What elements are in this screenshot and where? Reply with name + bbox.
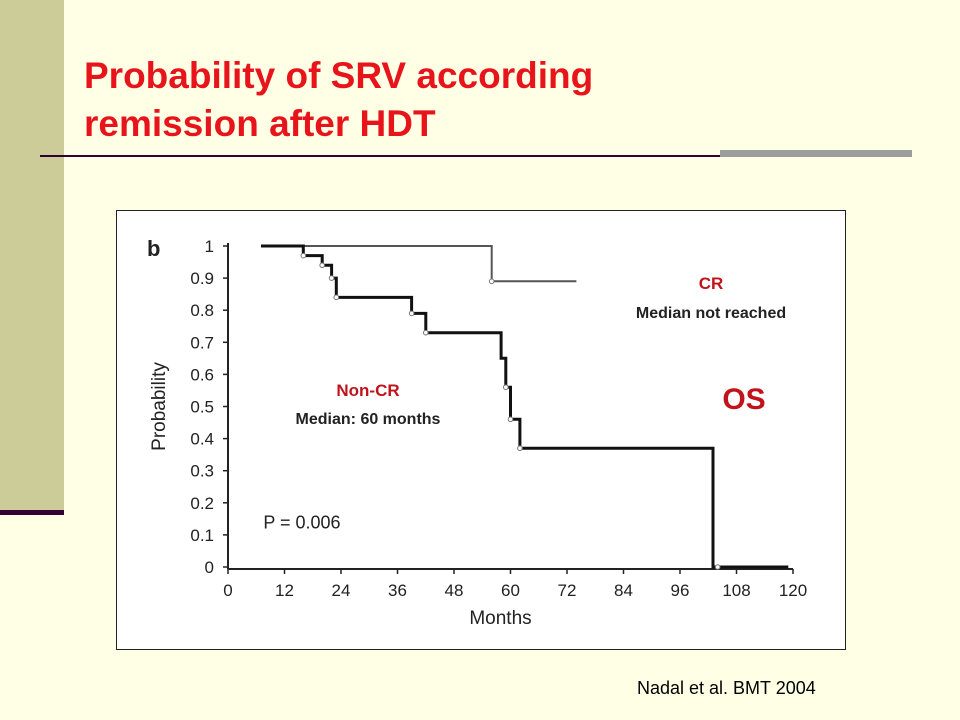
x-tick-label: 60 (501, 581, 520, 600)
censor-mark (408, 310, 415, 317)
title-line-2: remission after HDT (84, 103, 436, 144)
x-axis-label: Months (469, 608, 531, 629)
y-tick-label: 0 (205, 558, 214, 577)
y-tick-label: 0.8 (190, 301, 214, 320)
chart-figure: b Probability Months P = 0.006 CR Median… (116, 210, 846, 650)
noncr-median-label: Median: 60 months (296, 411, 441, 428)
survival-chart: b Probability Months P = 0.006 CR Median… (147, 236, 807, 629)
cr-survival-curve (261, 245, 577, 283)
censor-mark (517, 445, 523, 452)
x-tick-label: 108 (722, 581, 750, 600)
y-tick-label: 0.4 (190, 430, 214, 449)
x-tick-label: 0 (223, 581, 232, 600)
title-underline-accent (720, 150, 912, 157)
y-axis-label: Probability (149, 362, 170, 451)
x-tick-label: 12 (275, 581, 294, 600)
y-tick-label: 1 (205, 237, 214, 256)
x-tick-label: 84 (614, 581, 633, 600)
censor-mark (507, 416, 514, 423)
censor-mark (714, 564, 721, 570)
x-tick-label: 96 (671, 581, 690, 600)
cr-median-label: Median not reached (636, 305, 786, 322)
censor-mark (319, 262, 325, 269)
censor-mark (502, 384, 509, 391)
y-tick-label: 0.7 (190, 333, 214, 352)
slide-title: Probability of SRV according remission a… (84, 52, 784, 148)
p-value-label: P = 0.006 (263, 512, 340, 532)
x-tick-label: 36 (388, 581, 407, 600)
y-tick-label: 0.1 (190, 526, 214, 545)
y-tick-label: 0.3 (190, 462, 214, 481)
x-tick-label: 48 (445, 581, 464, 600)
left-accent-bar (0, 510, 64, 515)
x-tick-label: 24 (332, 581, 351, 600)
citation: Nadal et al. BMT 2004 (637, 678, 816, 698)
y-tick-label: 0.6 (190, 365, 214, 384)
os-annotation: OS (722, 383, 765, 416)
y-tick-label: 0.2 (190, 494, 214, 513)
y-tick-label: 0.9 (190, 269, 214, 288)
noncr-series-label: Non-CR (336, 381, 399, 400)
x-tick-label: 120 (779, 581, 807, 600)
y-tick-label: 0.5 (190, 398, 214, 417)
panel-label: b (147, 236, 160, 261)
censor-mark (488, 278, 495, 285)
censor-mark (328, 275, 335, 281)
censor-mark (422, 329, 429, 336)
left-decor-band (0, 0, 64, 512)
censor-mark (300, 252, 307, 259)
title-underline (40, 155, 912, 157)
censor-mark (333, 294, 340, 301)
x-tick-label: 72 (558, 581, 577, 600)
title-line-1: Probability of SRV according (84, 55, 594, 96)
cr-series-label: CR (699, 274, 724, 293)
